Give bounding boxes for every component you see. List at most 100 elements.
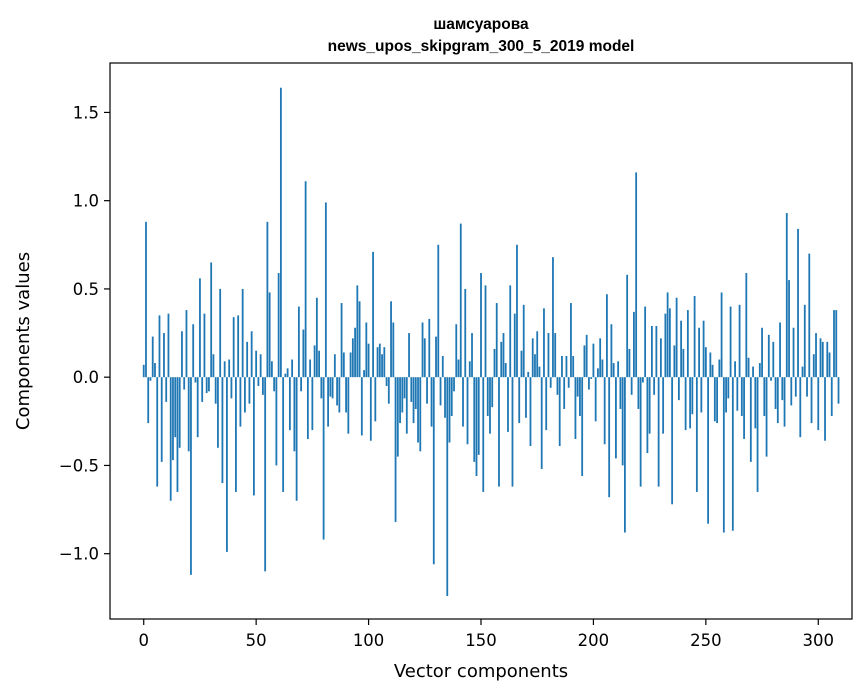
chart-title-line-2: news_upos_skipgram_300_5_2019 model — [328, 38, 635, 55]
bar — [455, 324, 458, 378]
bar — [810, 377, 813, 424]
bar — [448, 377, 451, 443]
bar — [194, 377, 197, 383]
bar — [345, 377, 347, 413]
bar — [286, 368, 289, 378]
bar — [799, 377, 802, 438]
bar — [621, 377, 624, 466]
bar — [230, 377, 233, 399]
bar — [565, 356, 568, 378]
bar — [754, 377, 757, 429]
y-axis-label: Components values — [13, 252, 34, 430]
bar — [471, 333, 473, 378]
bar — [205, 377, 208, 394]
bar — [612, 363, 615, 378]
bar — [531, 338, 534, 378]
bar — [821, 341, 824, 378]
bar — [745, 273, 748, 378]
bar — [758, 363, 761, 378]
bar — [309, 359, 312, 378]
bar — [196, 377, 199, 438]
bar — [363, 370, 365, 378]
bar — [466, 377, 469, 445]
y-axis-ticks: −1.0 −0.5 0.0 0.5 1.0 1.5 — [59, 103, 110, 564]
bar — [806, 377, 808, 397]
bar — [246, 341, 249, 378]
bar — [763, 377, 766, 417]
bar — [624, 377, 626, 533]
bar — [212, 354, 215, 378]
bar — [668, 308, 671, 378]
bar — [147, 377, 150, 424]
bar — [367, 343, 370, 378]
bar — [381, 354, 383, 378]
bar — [552, 257, 554, 378]
bar — [511, 377, 514, 487]
y-tick-label: −1.0 — [59, 545, 99, 564]
bar — [300, 377, 303, 392]
bar — [208, 377, 210, 392]
bar — [659, 338, 662, 378]
bar — [444, 377, 446, 418]
bar — [320, 377, 323, 399]
bar — [507, 377, 509, 432]
bar — [201, 377, 204, 402]
bar — [815, 333, 817, 378]
x-axis-label: Vector components — [394, 661, 568, 682]
bar — [484, 285, 487, 378]
bar — [599, 338, 602, 378]
bar — [817, 377, 820, 431]
bar — [293, 377, 296, 452]
bar — [711, 364, 714, 378]
bar — [270, 361, 273, 378]
bar — [185, 310, 188, 378]
bar — [772, 341, 775, 378]
bar — [372, 251, 374, 378]
bar — [347, 377, 350, 434]
bar — [412, 377, 415, 424]
bar — [770, 377, 772, 381]
bar — [349, 352, 352, 378]
bar — [498, 377, 500, 487]
bar — [664, 313, 667, 378]
bar — [707, 377, 709, 524]
bar — [570, 303, 572, 378]
bar — [297, 306, 300, 378]
bar — [527, 371, 530, 378]
bar — [803, 304, 806, 378]
bar — [633, 311, 635, 378]
bar — [356, 285, 359, 378]
bar — [774, 377, 777, 409]
bar — [423, 338, 426, 378]
bar — [576, 377, 579, 397]
bar — [500, 341, 503, 378]
bar — [304, 181, 307, 378]
bar — [543, 308, 545, 378]
bar — [149, 377, 152, 381]
bar — [641, 377, 644, 383]
bar — [684, 377, 687, 431]
x-tick-label: 100 — [353, 631, 385, 650]
bars-group — [142, 87, 840, 597]
bar — [268, 292, 271, 378]
bar — [639, 377, 642, 487]
bar — [680, 320, 683, 378]
bar — [704, 347, 707, 378]
bar — [801, 366, 804, 378]
bar — [262, 377, 264, 395]
bar — [473, 377, 476, 462]
bar — [808, 253, 811, 378]
bar — [698, 327, 700, 378]
bar — [392, 322, 395, 378]
bar — [435, 336, 437, 378]
bar — [495, 303, 498, 378]
bar — [178, 377, 181, 448]
bar — [722, 377, 725, 533]
bar — [282, 377, 285, 492]
bar — [405, 377, 408, 434]
bar — [779, 322, 781, 378]
bar — [387, 377, 390, 404]
bar — [160, 377, 163, 462]
bar — [785, 213, 788, 378]
bar — [574, 377, 577, 439]
